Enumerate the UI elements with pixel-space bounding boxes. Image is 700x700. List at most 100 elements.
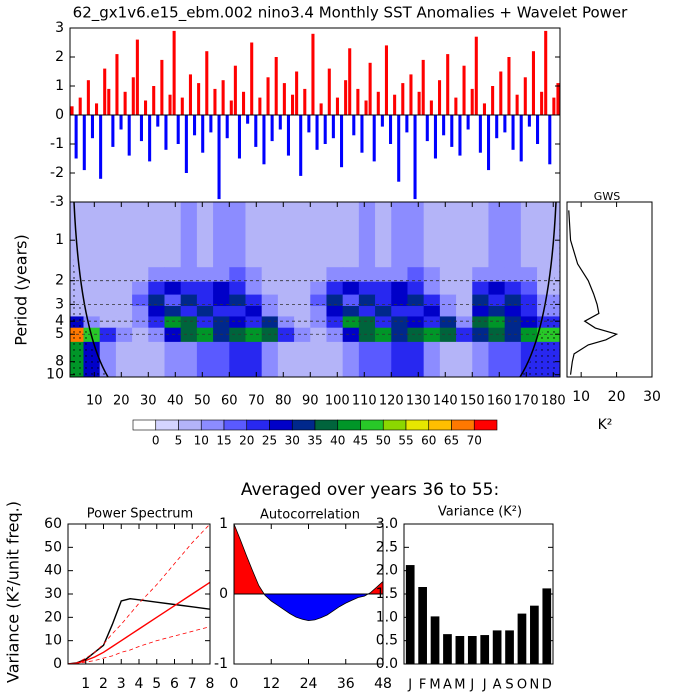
bar bbox=[295, 71, 299, 115]
x-tick-label: N bbox=[530, 678, 540, 693]
power-cell bbox=[310, 327, 327, 343]
x-tick-label: 2 bbox=[99, 676, 108, 692]
x-tick-label: 0 bbox=[230, 676, 239, 692]
power-cell bbox=[358, 306, 376, 317]
power-cell bbox=[439, 294, 457, 307]
bar bbox=[430, 616, 440, 664]
bar bbox=[319, 103, 323, 115]
colorbar-box bbox=[451, 419, 475, 431]
x-tick-label: 180 bbox=[541, 394, 566, 409]
bar bbox=[242, 91, 246, 115]
power-cell bbox=[391, 267, 408, 283]
power-cell bbox=[115, 281, 133, 296]
power-cell bbox=[294, 316, 311, 329]
bar bbox=[433, 115, 437, 159]
power-cell bbox=[148, 281, 165, 296]
bar bbox=[323, 115, 327, 144]
power-cell bbox=[294, 267, 311, 283]
power-cell bbox=[326, 327, 344, 343]
bar bbox=[315, 115, 319, 150]
power-cell bbox=[375, 316, 392, 329]
x-tick-label: A bbox=[443, 678, 452, 693]
power-cell bbox=[180, 294, 198, 307]
power-cell bbox=[196, 294, 214, 307]
x-tick-label: 30 bbox=[643, 389, 661, 405]
power-cell bbox=[391, 281, 408, 296]
power-cell bbox=[99, 327, 117, 343]
power-cell bbox=[261, 281, 279, 296]
power-cell bbox=[326, 267, 344, 283]
bar bbox=[278, 115, 282, 130]
power-cell bbox=[70, 202, 84, 268]
power-cell bbox=[83, 202, 101, 268]
bar bbox=[364, 100, 368, 115]
power-cell bbox=[358, 327, 376, 343]
power-cell bbox=[115, 327, 133, 343]
spectrum-line bbox=[68, 581, 210, 664]
power-cell bbox=[391, 327, 408, 343]
colorbar-label: 35 bbox=[307, 434, 322, 448]
power-cell bbox=[148, 306, 165, 317]
lines bbox=[68, 524, 210, 664]
power-cell bbox=[375, 306, 392, 317]
bar bbox=[505, 630, 514, 664]
bar bbox=[237, 115, 241, 159]
power-cell bbox=[196, 202, 214, 268]
power-cell bbox=[229, 294, 246, 307]
bar bbox=[103, 68, 107, 115]
power-cell bbox=[423, 327, 441, 343]
power-cell bbox=[294, 202, 311, 268]
y-tick-label: 40 bbox=[44, 563, 62, 579]
bar bbox=[135, 39, 139, 115]
colorbar-box bbox=[178, 419, 202, 431]
bar bbox=[229, 100, 233, 115]
bar bbox=[180, 97, 184, 115]
bar bbox=[548, 115, 552, 165]
panel-title: GWS bbox=[594, 190, 620, 203]
power-cell bbox=[245, 341, 263, 377]
bar bbox=[517, 613, 527, 664]
power-cell bbox=[213, 294, 230, 307]
power-cell bbox=[115, 202, 133, 268]
bar bbox=[250, 42, 254, 115]
power-cell bbox=[310, 316, 327, 329]
power-cell bbox=[342, 327, 360, 343]
power-cell bbox=[456, 341, 473, 377]
x-tick-label: J bbox=[407, 678, 412, 693]
power-cell bbox=[99, 294, 117, 307]
power-cell bbox=[423, 281, 441, 296]
bar bbox=[188, 74, 192, 115]
power-cell bbox=[132, 327, 149, 343]
bar bbox=[397, 115, 401, 182]
bar bbox=[418, 587, 427, 664]
power-cell bbox=[99, 306, 117, 317]
power-cell bbox=[472, 341, 489, 377]
power-cell bbox=[488, 316, 506, 329]
power-cell bbox=[196, 341, 214, 377]
power-cell bbox=[132, 294, 149, 307]
power-cell bbox=[520, 281, 538, 296]
y-tick-label: 1 bbox=[55, 232, 64, 248]
colorbar-label: 10 bbox=[194, 434, 209, 448]
power-cell bbox=[310, 341, 327, 377]
power-cell bbox=[196, 327, 214, 343]
bar bbox=[107, 88, 111, 115]
bar bbox=[429, 100, 433, 115]
power-cell bbox=[326, 202, 344, 268]
power-cell bbox=[407, 316, 425, 329]
power-cell bbox=[213, 306, 230, 317]
power-cell bbox=[83, 316, 101, 329]
power-cell bbox=[213, 341, 230, 377]
power-cell bbox=[439, 281, 457, 296]
power-cell bbox=[196, 306, 214, 317]
autocorrelation-line bbox=[233, 523, 384, 622]
power-cell bbox=[294, 341, 311, 377]
bar bbox=[148, 115, 152, 162]
power-cell bbox=[196, 281, 214, 296]
bar bbox=[425, 115, 429, 142]
bar bbox=[503, 115, 507, 133]
power-cell bbox=[245, 316, 263, 329]
bar bbox=[458, 115, 462, 156]
colorbar-box bbox=[223, 419, 248, 431]
